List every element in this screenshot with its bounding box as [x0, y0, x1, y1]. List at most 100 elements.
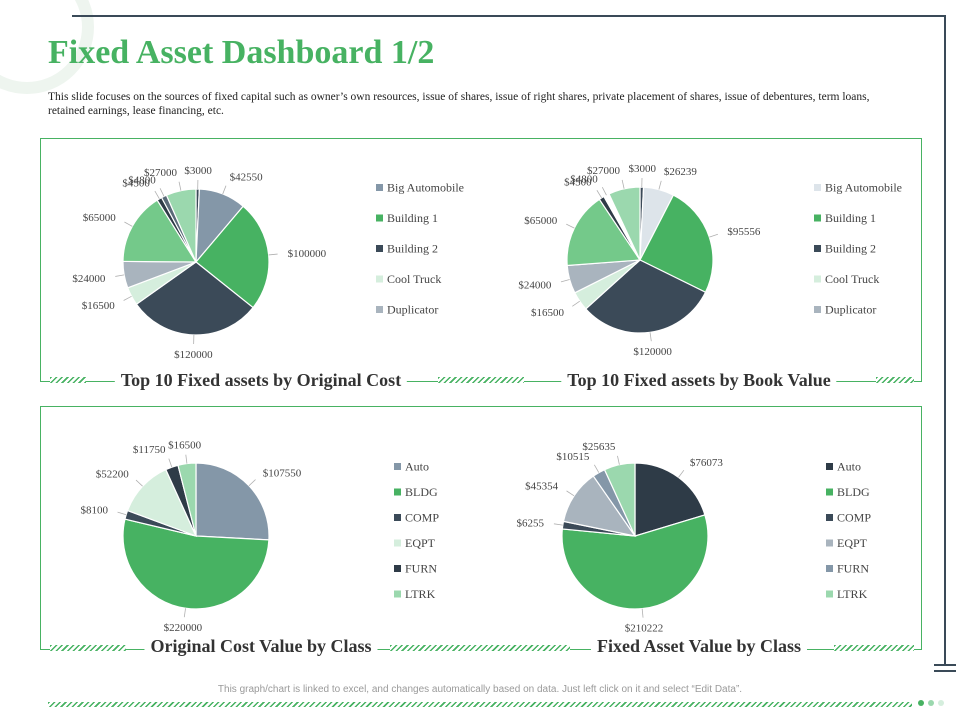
legend-swatch — [376, 245, 383, 252]
hatch-bar — [390, 645, 570, 651]
legend-swatch — [394, 463, 401, 470]
leader-line — [115, 274, 125, 277]
legend-label: EQPT — [405, 536, 436, 550]
leader-line — [117, 511, 127, 516]
legend-label: FURN — [837, 562, 869, 576]
frame-right-line — [944, 15, 946, 665]
data-label: $4800 — [128, 174, 156, 186]
data-label: $210222 — [625, 623, 664, 635]
leader-line — [123, 295, 132, 301]
data-label: $6255 — [517, 517, 545, 529]
data-label: $27000 — [587, 165, 621, 177]
legend-label: Building 2 — [387, 242, 438, 256]
legend-label: Cool Truck — [387, 272, 441, 286]
leader-line — [596, 190, 602, 199]
footer-note: This graph/chart is linked to excel, and… — [217, 684, 743, 695]
data-label: $24000 — [72, 273, 106, 285]
data-label: $220000 — [164, 622, 203, 634]
legend-label: EQPT — [837, 536, 868, 550]
leader-line — [601, 186, 607, 196]
pie-slice — [135, 261, 254, 336]
frame-end-mark-2 — [934, 670, 956, 672]
data-label: $107550 — [263, 468, 302, 480]
legend-swatch — [394, 514, 401, 521]
legend-label: Building 1 — [825, 211, 876, 225]
legend-label: Building 1 — [387, 211, 438, 225]
legend-label: Cool Truck — [825, 272, 879, 286]
legend-swatch — [394, 590, 401, 598]
footer-hatch-bar — [48, 702, 912, 707]
leader-line — [183, 608, 186, 618]
legend-label: FURN — [405, 562, 437, 576]
leader-line — [658, 180, 662, 190]
data-label: $16500 — [531, 307, 565, 319]
legend-label: BLDG — [405, 485, 438, 499]
leader-line — [593, 464, 600, 473]
data-label: $3000 — [184, 165, 212, 177]
legend-swatch — [376, 306, 383, 313]
legend-swatch — [814, 275, 821, 283]
data-label: $4500 — [122, 177, 150, 189]
leader-line — [135, 479, 143, 487]
pie-slice — [584, 259, 707, 334]
legend-label: LTRK — [837, 587, 868, 601]
legend-swatch — [826, 488, 833, 496]
legend-swatch — [826, 590, 833, 598]
leader-line — [159, 188, 165, 197]
pie-slice — [165, 188, 197, 263]
data-label: $27000 — [144, 167, 178, 179]
data-label: $8100 — [80, 504, 108, 516]
legend-swatch — [376, 275, 383, 283]
data-label: $45354 — [525, 480, 559, 492]
hatch-bar — [876, 377, 914, 383]
legend-swatch — [826, 514, 833, 521]
data-label: $100000 — [288, 248, 327, 260]
pie-slice — [126, 468, 198, 538]
pie-slice — [122, 518, 270, 610]
leader-line — [617, 455, 620, 465]
pie-chart-original-cost: $3000 $42550 $100000 $120000 $16500 $24000 $65… — [72, 165, 464, 361]
leader-line — [572, 300, 580, 307]
legend-swatch — [814, 184, 821, 191]
leader-line — [553, 523, 563, 526]
data-label: $4800 — [570, 173, 598, 185]
chart-title-book-value: Top 10 Fixed assets by Book Value — [561, 370, 837, 391]
page-title: Fixed Asset Dashboard 1/2 — [48, 34, 435, 71]
legend-swatch — [394, 488, 401, 496]
legend-label: LTRK — [405, 587, 436, 601]
pie-chart-cost-by-class: $107550 $220000 $8100 $52200$11750 $16500 Aut… — [80, 440, 439, 634]
leader-line — [124, 221, 133, 227]
footer-dot — [938, 700, 944, 706]
pie-chart-book-value: $3000 $26239 $95556 $120000 $16500 $24000 $650… — [518, 163, 902, 358]
data-label: $24000 — [518, 280, 552, 292]
data-label: $11750 — [133, 444, 166, 456]
data-label: $10515 — [556, 451, 590, 463]
leader-line — [560, 279, 570, 283]
legend-label: Building 2 — [825, 242, 876, 256]
legend-swatch — [376, 184, 383, 191]
data-label: $76073 — [690, 457, 724, 469]
legend-swatch — [814, 245, 821, 252]
hatch-bar — [438, 377, 524, 383]
legend-swatch — [814, 214, 821, 222]
leader-line — [154, 190, 160, 200]
pie-slice — [603, 462, 636, 537]
data-label: $26239 — [664, 166, 698, 178]
legend-label: Auto — [837, 460, 861, 474]
leader-line — [268, 253, 278, 256]
page-subtitle: This slide focuses on the sources of fix… — [48, 91, 870, 117]
legend-label: Auto — [405, 460, 429, 474]
leader-line — [566, 490, 575, 497]
legend-label: COMP — [405, 511, 439, 525]
pie-slice — [639, 194, 714, 294]
frame-end-mark — [934, 664, 956, 666]
legend-swatch — [826, 539, 833, 547]
data-label: $16500 — [82, 300, 116, 312]
chart-title-original-cost: Top 10 Fixed assets by Original Cost — [114, 370, 408, 391]
data-label: $52200 — [96, 468, 130, 480]
legend-label: COMP — [837, 511, 871, 525]
data-label: $25635 — [582, 441, 616, 453]
pie-slice — [195, 462, 270, 541]
leader-line — [248, 479, 256, 487]
leader-line — [709, 233, 718, 238]
